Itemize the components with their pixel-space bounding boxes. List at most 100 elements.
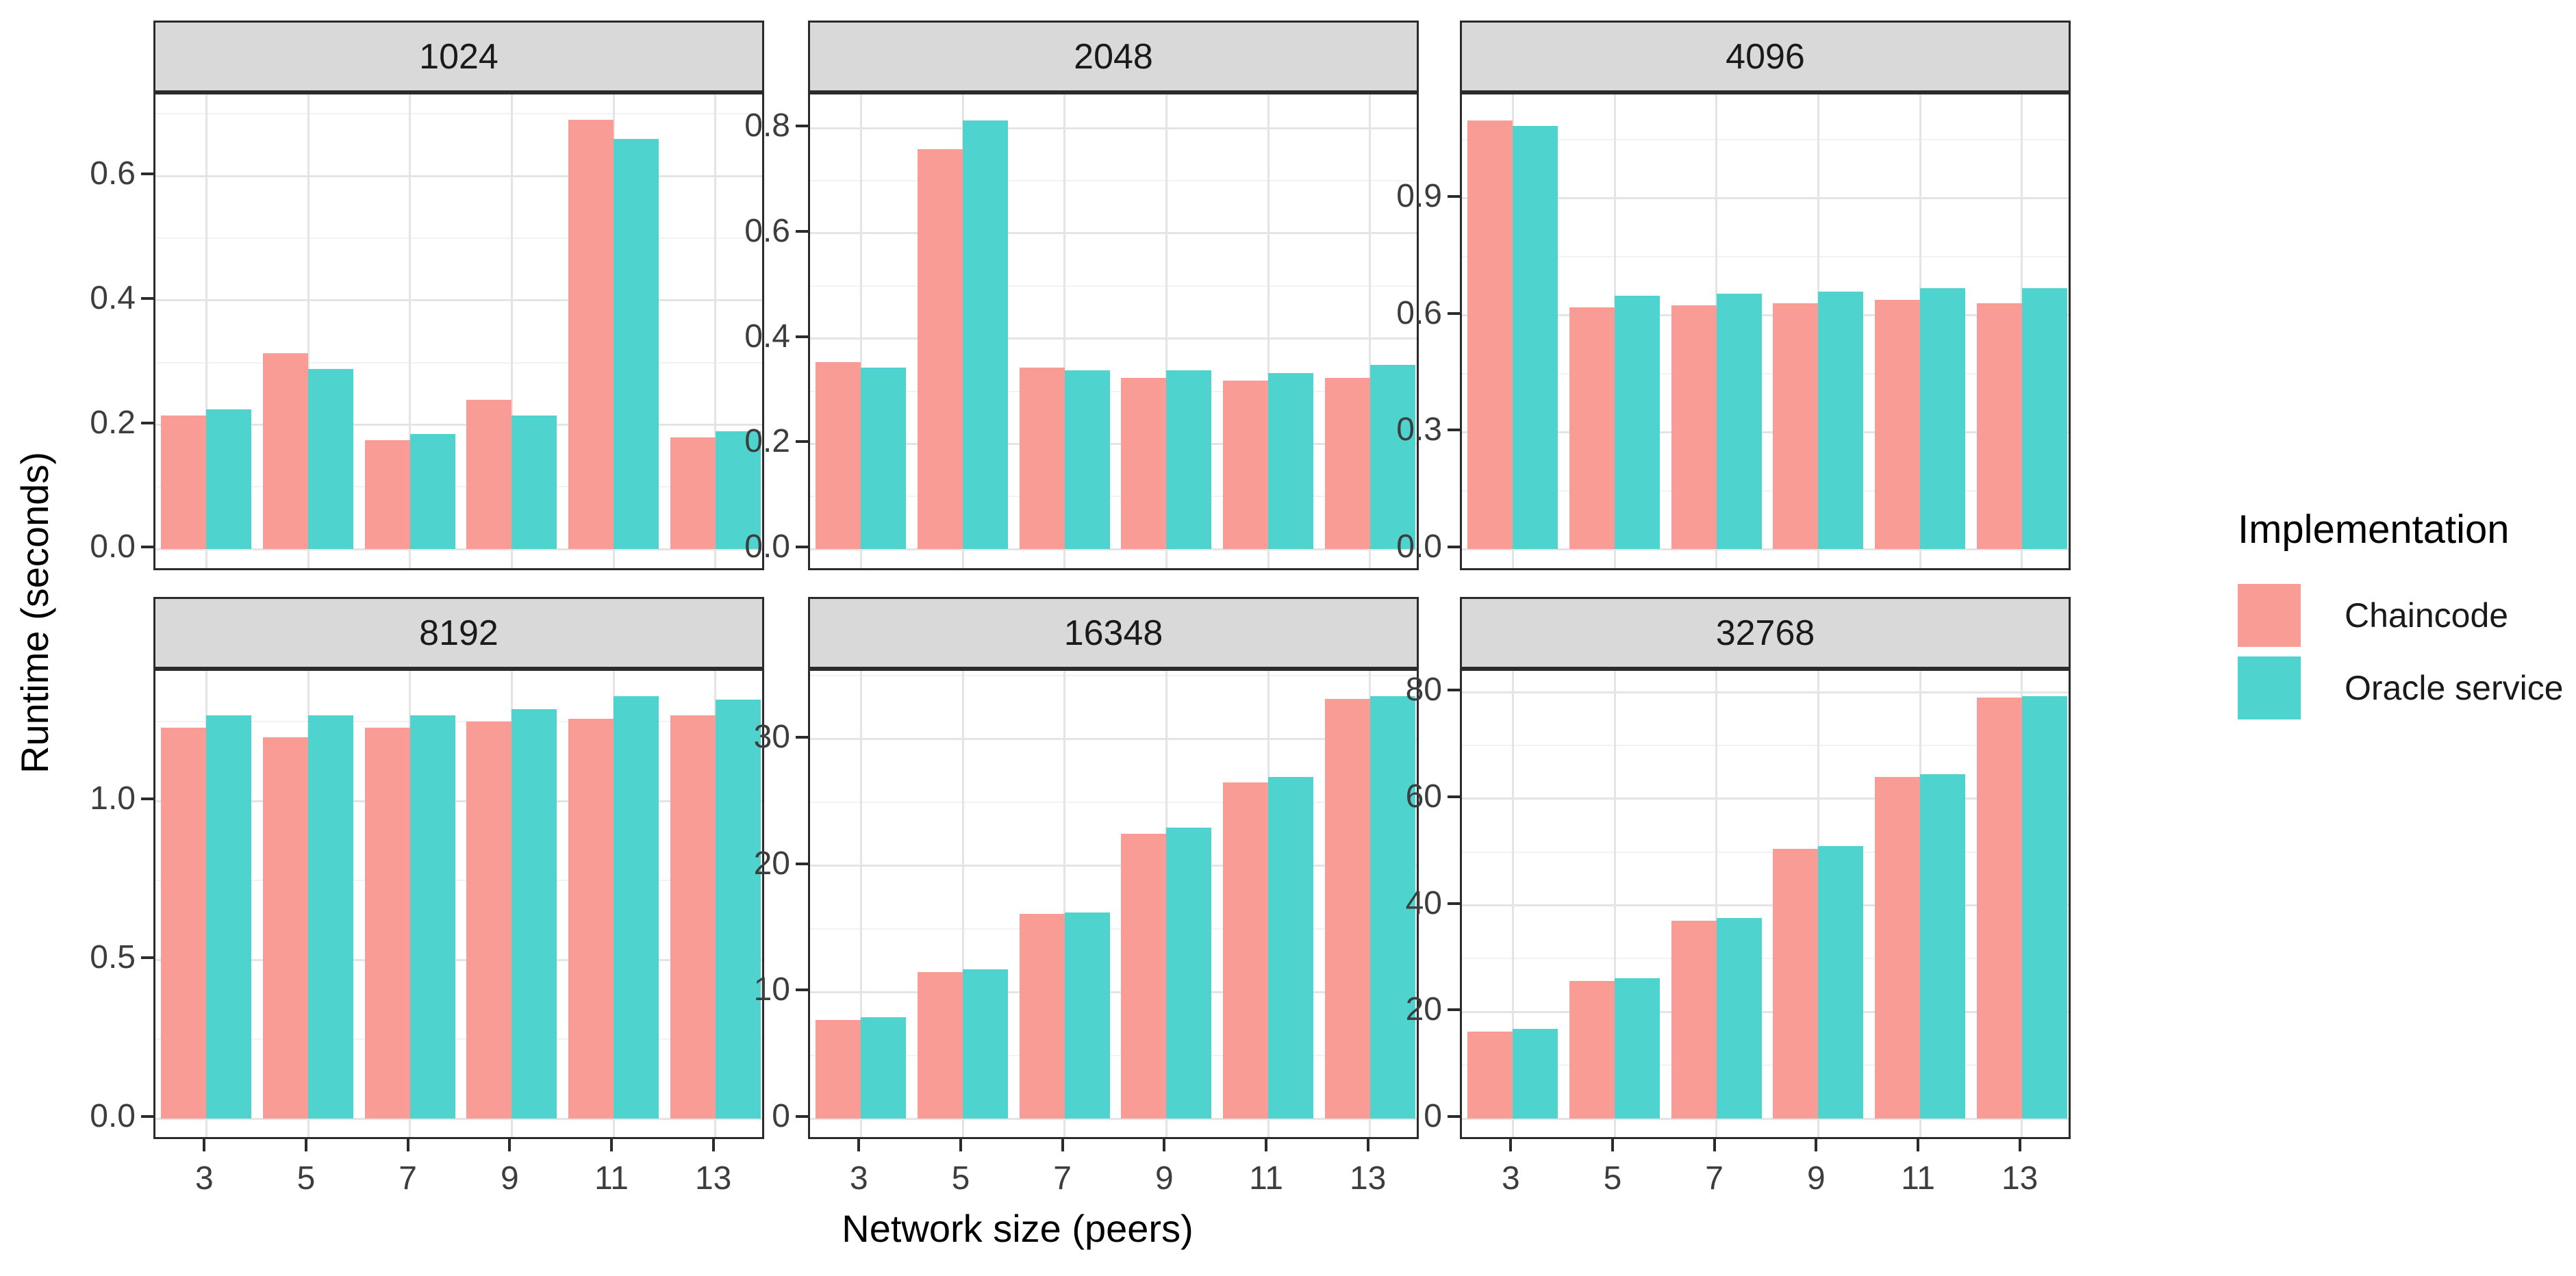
legend-item-chaincode: Chaincode [2238, 584, 2564, 647]
minor-gridline [1462, 1064, 2069, 1067]
bar-oracle-x9 [512, 415, 557, 550]
bar-chaincode-x13 [1324, 378, 1370, 550]
bar-chaincode-x11 [1223, 782, 1268, 1119]
bar-oracle-x3 [861, 1017, 907, 1119]
y-tick-label: 0.0 [90, 1098, 136, 1135]
facet-label: 8192 [419, 613, 498, 653]
y-tick-mark [141, 798, 153, 801]
vertical-gridline [1369, 94, 1372, 568]
bar-oracle-x13 [1369, 696, 1415, 1119]
x-tick-mark [305, 1139, 307, 1151]
x-tick-mark [857, 1139, 861, 1151]
bar-chaincode-x5 [918, 149, 963, 550]
bar-chaincode-x3 [161, 415, 207, 550]
bar-chaincode-x3 [816, 1019, 861, 1119]
major-gridline [1462, 1010, 2069, 1013]
facet-panel-2048 [808, 92, 1419, 570]
y-tick-label: 0 [1424, 1098, 1442, 1135]
x-tick-label: 5 [1603, 1160, 1622, 1197]
major-gridline [1462, 197, 2069, 200]
bar-chaincode-x9 [1121, 378, 1167, 550]
facet-label: 1024 [419, 36, 498, 77]
y-tick-label: 40 [1405, 884, 1442, 921]
facet-label: 4096 [1726, 36, 1805, 77]
bar-chaincode-x13 [1976, 697, 2022, 1119]
bar-oracle-x9 [512, 709, 557, 1119]
bar-chaincode-x7 [1019, 367, 1065, 550]
minor-gridline [1462, 139, 2069, 141]
bar-oracle-x5 [308, 368, 353, 550]
bar-oracle-x11 [1920, 774, 1965, 1119]
y-tick-mark [1448, 902, 1460, 905]
minor-gridline [155, 486, 762, 488]
y-tick-mark [141, 546, 153, 549]
bar-oracle-x7 [1064, 912, 1110, 1119]
bar-chaincode-x5 [1569, 981, 1615, 1119]
bar-oracle-x13 [2021, 696, 2067, 1119]
vertical-gridline [307, 94, 310, 568]
y-tick-mark [141, 1115, 153, 1119]
major-gridline [1462, 904, 2069, 907]
vertical-gridline [409, 94, 412, 568]
facet-strip-2048: 2048 [808, 21, 1419, 92]
bar-chaincode-x9 [466, 722, 512, 1119]
bar-chaincode-x13 [670, 437, 716, 550]
facet-strip-8192: 8192 [153, 597, 764, 669]
minor-gridline [810, 802, 1417, 804]
x-tick-label: 13 [1349, 1160, 1387, 1197]
y-tick-label: 1.0 [90, 780, 136, 817]
major-gridline [810, 991, 1417, 993]
x-tick-mark [1815, 1139, 1818, 1151]
bar-oracle-x3 [1513, 126, 1558, 550]
x-tick-label: 11 [594, 1160, 629, 1197]
y-tick-mark [1448, 194, 1460, 198]
major-gridline [155, 800, 762, 802]
legend-title: Implementation [2238, 507, 2510, 552]
y-tick-mark [1448, 429, 1460, 432]
minor-gridline [1462, 958, 2069, 960]
facet-strip-4096: 4096 [1460, 21, 2071, 92]
bar-chaincode-x5 [918, 971, 963, 1119]
y-tick-label: 0.8 [744, 107, 790, 144]
bar-oracle-x11 [1268, 777, 1313, 1119]
vertical-gridline [859, 94, 862, 568]
bar-chaincode-x13 [1324, 698, 1370, 1119]
bar-chaincode-x7 [1019, 913, 1065, 1119]
major-gridline [810, 865, 1417, 867]
y-tick-mark [1448, 1008, 1460, 1012]
y-tick-mark [141, 956, 153, 960]
bar-chaincode-x5 [1569, 307, 1615, 550]
minor-gridline [810, 390, 1417, 392]
major-gridline [810, 442, 1417, 445]
bar-chaincode-x11 [568, 718, 614, 1119]
legend-item-oracle: Oracle service [2238, 656, 2564, 719]
major-gridline [1462, 691, 2069, 693]
vertical-gridline [510, 94, 513, 568]
minor-gridline [155, 361, 762, 363]
y-tick-label: 0.3 [1396, 411, 1442, 448]
vertical-gridline [1613, 671, 1616, 1137]
y-tick-mark [796, 546, 808, 549]
x-tick-label: 3 [1501, 1160, 1520, 1197]
facet-label: 2048 [1074, 36, 1153, 77]
x-tick-label: 13 [2001, 1160, 2038, 1197]
bar-oracle-x7 [1064, 370, 1110, 550]
x-tick-label: 3 [849, 1160, 868, 1197]
x-tick-mark [1265, 1139, 1267, 1151]
bar-chaincode-x13 [670, 715, 716, 1119]
x-tick-label: 7 [1053, 1160, 1072, 1197]
y-tick-label: 20 [1405, 991, 1442, 1028]
bar-chaincode-x11 [568, 120, 614, 550]
bar-chaincode-x7 [364, 440, 410, 550]
bar-oracle-x3 [206, 409, 252, 550]
bar-oracle-x3 [861, 367, 907, 550]
x-tick-mark [1061, 1139, 1064, 1151]
y-tick-label: 0.6 [90, 155, 136, 192]
vertical-gridline [1267, 94, 1270, 568]
y-tick-mark [1448, 311, 1460, 315]
minor-gridline [1462, 256, 2069, 258]
major-gridline [1462, 314, 2069, 316]
minor-gridline [810, 285, 1417, 287]
facet-panel-16348 [808, 669, 1419, 1139]
